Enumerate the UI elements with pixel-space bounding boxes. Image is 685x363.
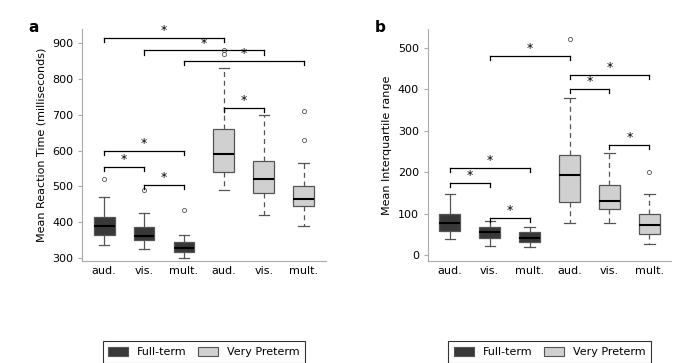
Text: *: * bbox=[201, 37, 207, 50]
PathPatch shape bbox=[479, 227, 500, 238]
Text: *: * bbox=[161, 24, 167, 37]
Text: *: * bbox=[626, 131, 632, 144]
PathPatch shape bbox=[173, 242, 195, 252]
Text: *: * bbox=[586, 75, 593, 88]
Text: *: * bbox=[121, 153, 127, 166]
Text: *: * bbox=[161, 171, 167, 184]
PathPatch shape bbox=[214, 129, 234, 172]
PathPatch shape bbox=[94, 217, 114, 234]
Text: b: b bbox=[374, 20, 385, 35]
PathPatch shape bbox=[599, 185, 620, 209]
PathPatch shape bbox=[559, 155, 580, 202]
Y-axis label: Mean Reaction Time (milliseconds): Mean Reaction Time (milliseconds) bbox=[36, 48, 47, 242]
PathPatch shape bbox=[519, 232, 540, 242]
PathPatch shape bbox=[253, 161, 274, 193]
PathPatch shape bbox=[134, 227, 154, 240]
PathPatch shape bbox=[293, 186, 314, 206]
Text: *: * bbox=[506, 204, 513, 217]
Text: *: * bbox=[240, 94, 247, 107]
Text: *: * bbox=[141, 136, 147, 150]
Text: *: * bbox=[466, 168, 473, 182]
Text: *: * bbox=[240, 47, 247, 60]
Text: *: * bbox=[486, 154, 493, 167]
Y-axis label: Mean Interquartile range: Mean Interquartile range bbox=[382, 76, 392, 215]
PathPatch shape bbox=[440, 214, 460, 231]
Text: *: * bbox=[527, 42, 533, 55]
Text: a: a bbox=[29, 20, 39, 35]
Legend: Full-term, Very Preterm: Full-term, Very Preterm bbox=[449, 341, 651, 363]
PathPatch shape bbox=[639, 215, 660, 233]
Text: *: * bbox=[606, 61, 612, 74]
Legend: Full-term, Very Preterm: Full-term, Very Preterm bbox=[103, 341, 305, 363]
